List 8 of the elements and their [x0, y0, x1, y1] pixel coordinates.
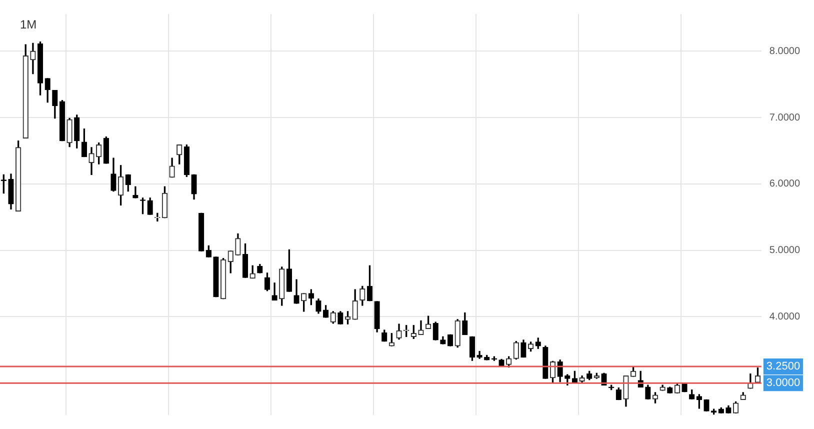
y-tick-label: 4.0000 — [769, 311, 800, 322]
chart-title: 1M — [20, 17, 37, 32]
y-tick-label: 8.0000 — [769, 46, 800, 57]
ref-line-label: 3.0000 — [766, 377, 800, 390]
y-tick-label: 5.0000 — [769, 245, 800, 256]
y-tick-label: 6.0000 — [769, 178, 800, 190]
ref-line-label: 3.2500 — [766, 360, 800, 373]
y-tick-label: 7.0000 — [769, 112, 800, 124]
